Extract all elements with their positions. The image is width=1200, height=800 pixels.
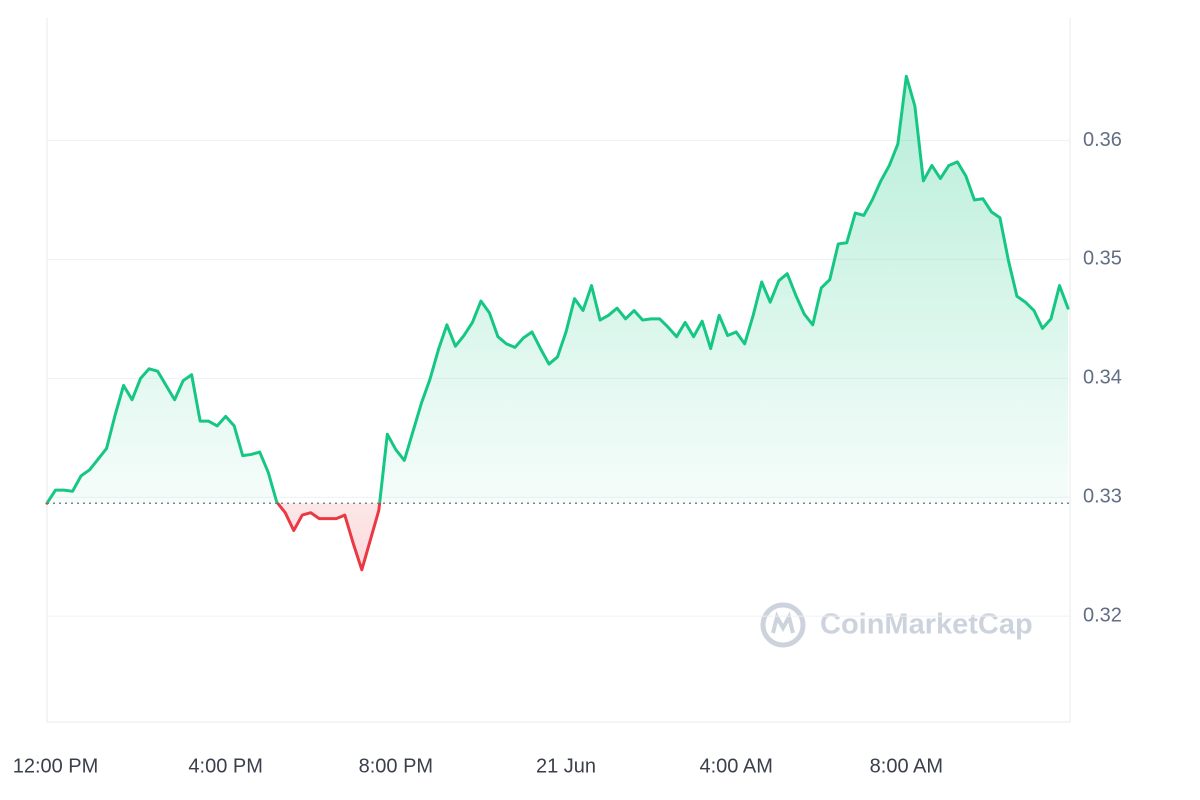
y-tick-label: 0.35	[1083, 248, 1122, 270]
watermark: CoinMarketCap	[760, 602, 1033, 648]
x-tick-label: 4:00 AM	[699, 755, 772, 777]
y-tick-label: 0.34	[1083, 367, 1122, 389]
watermark-logo-mark	[771, 611, 795, 634]
price-line	[45, 74, 1070, 572]
x-tick-label: 21 Jun	[536, 755, 596, 777]
y-tick-label: 0.32	[1083, 604, 1122, 626]
x-tick-label: 8:00 PM	[359, 755, 433, 777]
x-tick-label: 4:00 PM	[188, 755, 262, 777]
watermark-logo	[760, 602, 806, 648]
y-tick-label: 0.33	[1083, 486, 1122, 508]
x-tick-label: 12:00 PM	[13, 755, 99, 777]
watermark-text: CoinMarketCap	[820, 609, 1033, 641]
x-tick-label: 8:00 AM	[870, 755, 943, 777]
y-tick-label: 0.36	[1083, 129, 1122, 151]
price-area	[47, 76, 1068, 570]
